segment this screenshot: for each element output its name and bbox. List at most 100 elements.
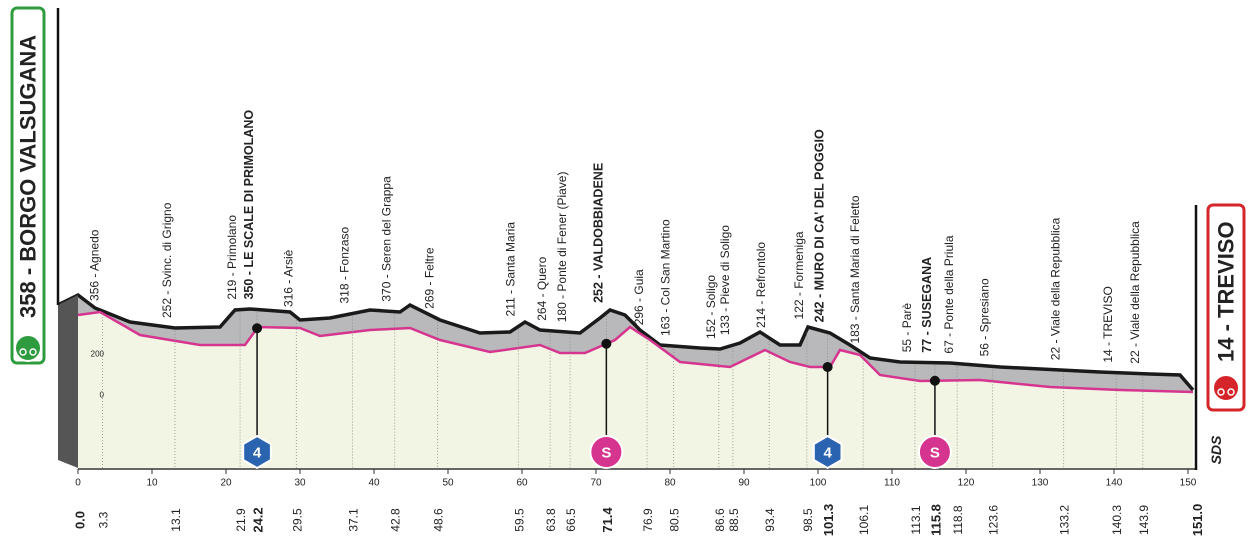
distance-label: 133.2 bbox=[1058, 505, 1072, 535]
waypoint-label: 242 - MURO DI CA' DEL POGGIO bbox=[813, 129, 827, 322]
km-tick-label: 10 bbox=[146, 478, 158, 489]
waypoint-label: 180 - Ponte di Fener (Piave) bbox=[555, 172, 569, 323]
distance-label: 118.8 bbox=[951, 505, 965, 534]
waypoint-label: 133 - Pieve di Soligo bbox=[718, 225, 732, 335]
distance-label: 37.1 bbox=[347, 508, 361, 532]
distance-label: 101.3 bbox=[821, 504, 836, 537]
distance-label: 24.2 bbox=[251, 507, 266, 532]
distance-label: 66.5 bbox=[564, 508, 578, 532]
waypoint-label: 252 - VALDOBBIADENE bbox=[591, 163, 605, 303]
km-tick-label: 140 bbox=[1106, 478, 1123, 489]
climb-badge-text: S bbox=[930, 445, 940, 462]
start-icon bbox=[14, 334, 42, 362]
profile-road bbox=[78, 295, 1193, 392]
waypoint-label: 370 - Seren del Grappa bbox=[380, 176, 394, 302]
distance-label: 59.5 bbox=[512, 508, 526, 532]
climb-point bbox=[929, 375, 940, 386]
waypoint-label: 264 - Quero bbox=[535, 256, 549, 320]
distance-label: 98.5 bbox=[801, 508, 815, 532]
distance-label: 123.6 bbox=[987, 505, 1001, 535]
waypoint-label: 316 - Arsiè bbox=[281, 249, 295, 307]
climb-point bbox=[252, 323, 263, 334]
distance-label: 93.4 bbox=[763, 508, 777, 532]
km-tick-label: 50 bbox=[442, 478, 454, 489]
climb-badge bbox=[917, 435, 952, 469]
waypoint-label: 152 - Soligo bbox=[704, 275, 718, 339]
km-tick-label: 110 bbox=[884, 478, 900, 489]
waypoint-label: 163 - Col San Martino bbox=[659, 219, 673, 336]
finish-banner bbox=[1206, 203, 1246, 412]
km-tick-label: 100 bbox=[810, 478, 827, 489]
distance-label: 63.8 bbox=[544, 508, 558, 532]
profile-base bbox=[78, 295, 1193, 468]
distance-label: 42.8 bbox=[389, 508, 403, 532]
start-banner bbox=[10, 6, 46, 365]
waypoint-label: 22 - Viale della Repubblica bbox=[1049, 217, 1063, 360]
waypoint-label: 67 - Ponte della Priula bbox=[942, 235, 956, 353]
waypoint-label: 211 - Santa Maria bbox=[503, 222, 517, 317]
waypoint-label: 55 - Parè bbox=[900, 303, 914, 353]
distance-label: 140.3 bbox=[1110, 505, 1124, 535]
km-tick-label: 30 bbox=[294, 478, 306, 489]
km-tick-label: 70 bbox=[590, 478, 602, 489]
climb-badge bbox=[812, 434, 843, 470]
km-tick-label: 40 bbox=[368, 478, 380, 489]
waypoint-label: 77 - SUSEGANA bbox=[920, 257, 934, 353]
distance-label: 0.0 bbox=[73, 511, 88, 529]
waypoint-label: 356 - Agnedo bbox=[87, 229, 101, 301]
km-tick-label: 20 bbox=[220, 478, 232, 489]
waypoint-label: 56 - Spresiano bbox=[978, 278, 992, 356]
km-tick-label: 90 bbox=[738, 478, 750, 489]
distance-label: 76.9 bbox=[641, 508, 655, 532]
waypoint-label: 122 - Formeniga bbox=[792, 231, 806, 319]
finish-icon-wheel bbox=[1217, 388, 1225, 396]
finish-icon-wheel bbox=[1227, 388, 1235, 396]
distance-label: 106.1 bbox=[857, 505, 871, 535]
distance-label: 71.4 bbox=[600, 507, 615, 533]
profile-top bbox=[57, 292, 1195, 392]
km-tick-label: 60 bbox=[516, 478, 528, 489]
distance-label: 29.5 bbox=[290, 508, 304, 532]
profile-line bbox=[77, 310, 1194, 394]
start-label: 358 - BORGO VALSUGANA bbox=[16, 35, 41, 318]
distance-label: 86.6 bbox=[713, 508, 727, 532]
distance-label: 13.1 bbox=[169, 508, 183, 532]
climb-badge bbox=[242, 434, 272, 470]
climb-point bbox=[601, 338, 612, 349]
distance-label: 48.6 bbox=[432, 508, 446, 532]
finish-icon bbox=[1212, 374, 1240, 402]
km-tick-label: 0 bbox=[75, 478, 81, 489]
distance-label: 21.9 bbox=[234, 508, 248, 532]
waypoint-label: 214 - Refrontolo bbox=[754, 242, 768, 328]
climb-point bbox=[822, 362, 833, 372]
climb-badge-text: 4 bbox=[823, 445, 832, 462]
distance-label: 88.5 bbox=[727, 508, 741, 532]
waypoint-label: 296 - Guia bbox=[632, 269, 646, 325]
climb-badge-text: S bbox=[601, 445, 611, 462]
waypoint-label: 252 - Svinc. di Grigno bbox=[160, 202, 174, 318]
waypoint-label: 318 - Fonzaso bbox=[338, 226, 352, 303]
distance-label: 151.0 bbox=[1190, 504, 1205, 537]
start-icon-wheel bbox=[29, 348, 37, 356]
distance-label: 115.8 bbox=[928, 504, 943, 536]
distance-label: 113.1 bbox=[909, 505, 923, 534]
climb-badge-text: 4 bbox=[253, 445, 262, 462]
km-tick-label: 130 bbox=[1032, 478, 1049, 489]
waypoint-label: 183 - Santa Maria di Feletto bbox=[848, 195, 862, 343]
km-tick-label: 80 bbox=[664, 478, 676, 489]
distance-label: 143.9 bbox=[1137, 505, 1151, 535]
finish-label: 14 - TREVISO bbox=[1214, 221, 1239, 362]
logo: SDS bbox=[1208, 435, 1224, 464]
km-tick-label: 150 bbox=[1180, 478, 1197, 489]
distance-label: 3.3 bbox=[96, 511, 110, 528]
altitude-label: 200 bbox=[91, 350, 105, 359]
waypoint-label: 14 - TREVISO bbox=[1101, 286, 1115, 362]
waypoint-label: 350 - LE SCALE DI PRIMOLANO bbox=[242, 110, 256, 300]
waypoint-label: 22 - Viale della Repubblica bbox=[1128, 221, 1142, 364]
waypoint-label: 269 - Feltre bbox=[423, 247, 437, 309]
climb-badge bbox=[589, 435, 624, 469]
km-tick-label: 120 bbox=[958, 478, 975, 489]
start-icon-wheel bbox=[19, 348, 27, 356]
waypoint-label: 219 - Primolano bbox=[225, 215, 239, 300]
